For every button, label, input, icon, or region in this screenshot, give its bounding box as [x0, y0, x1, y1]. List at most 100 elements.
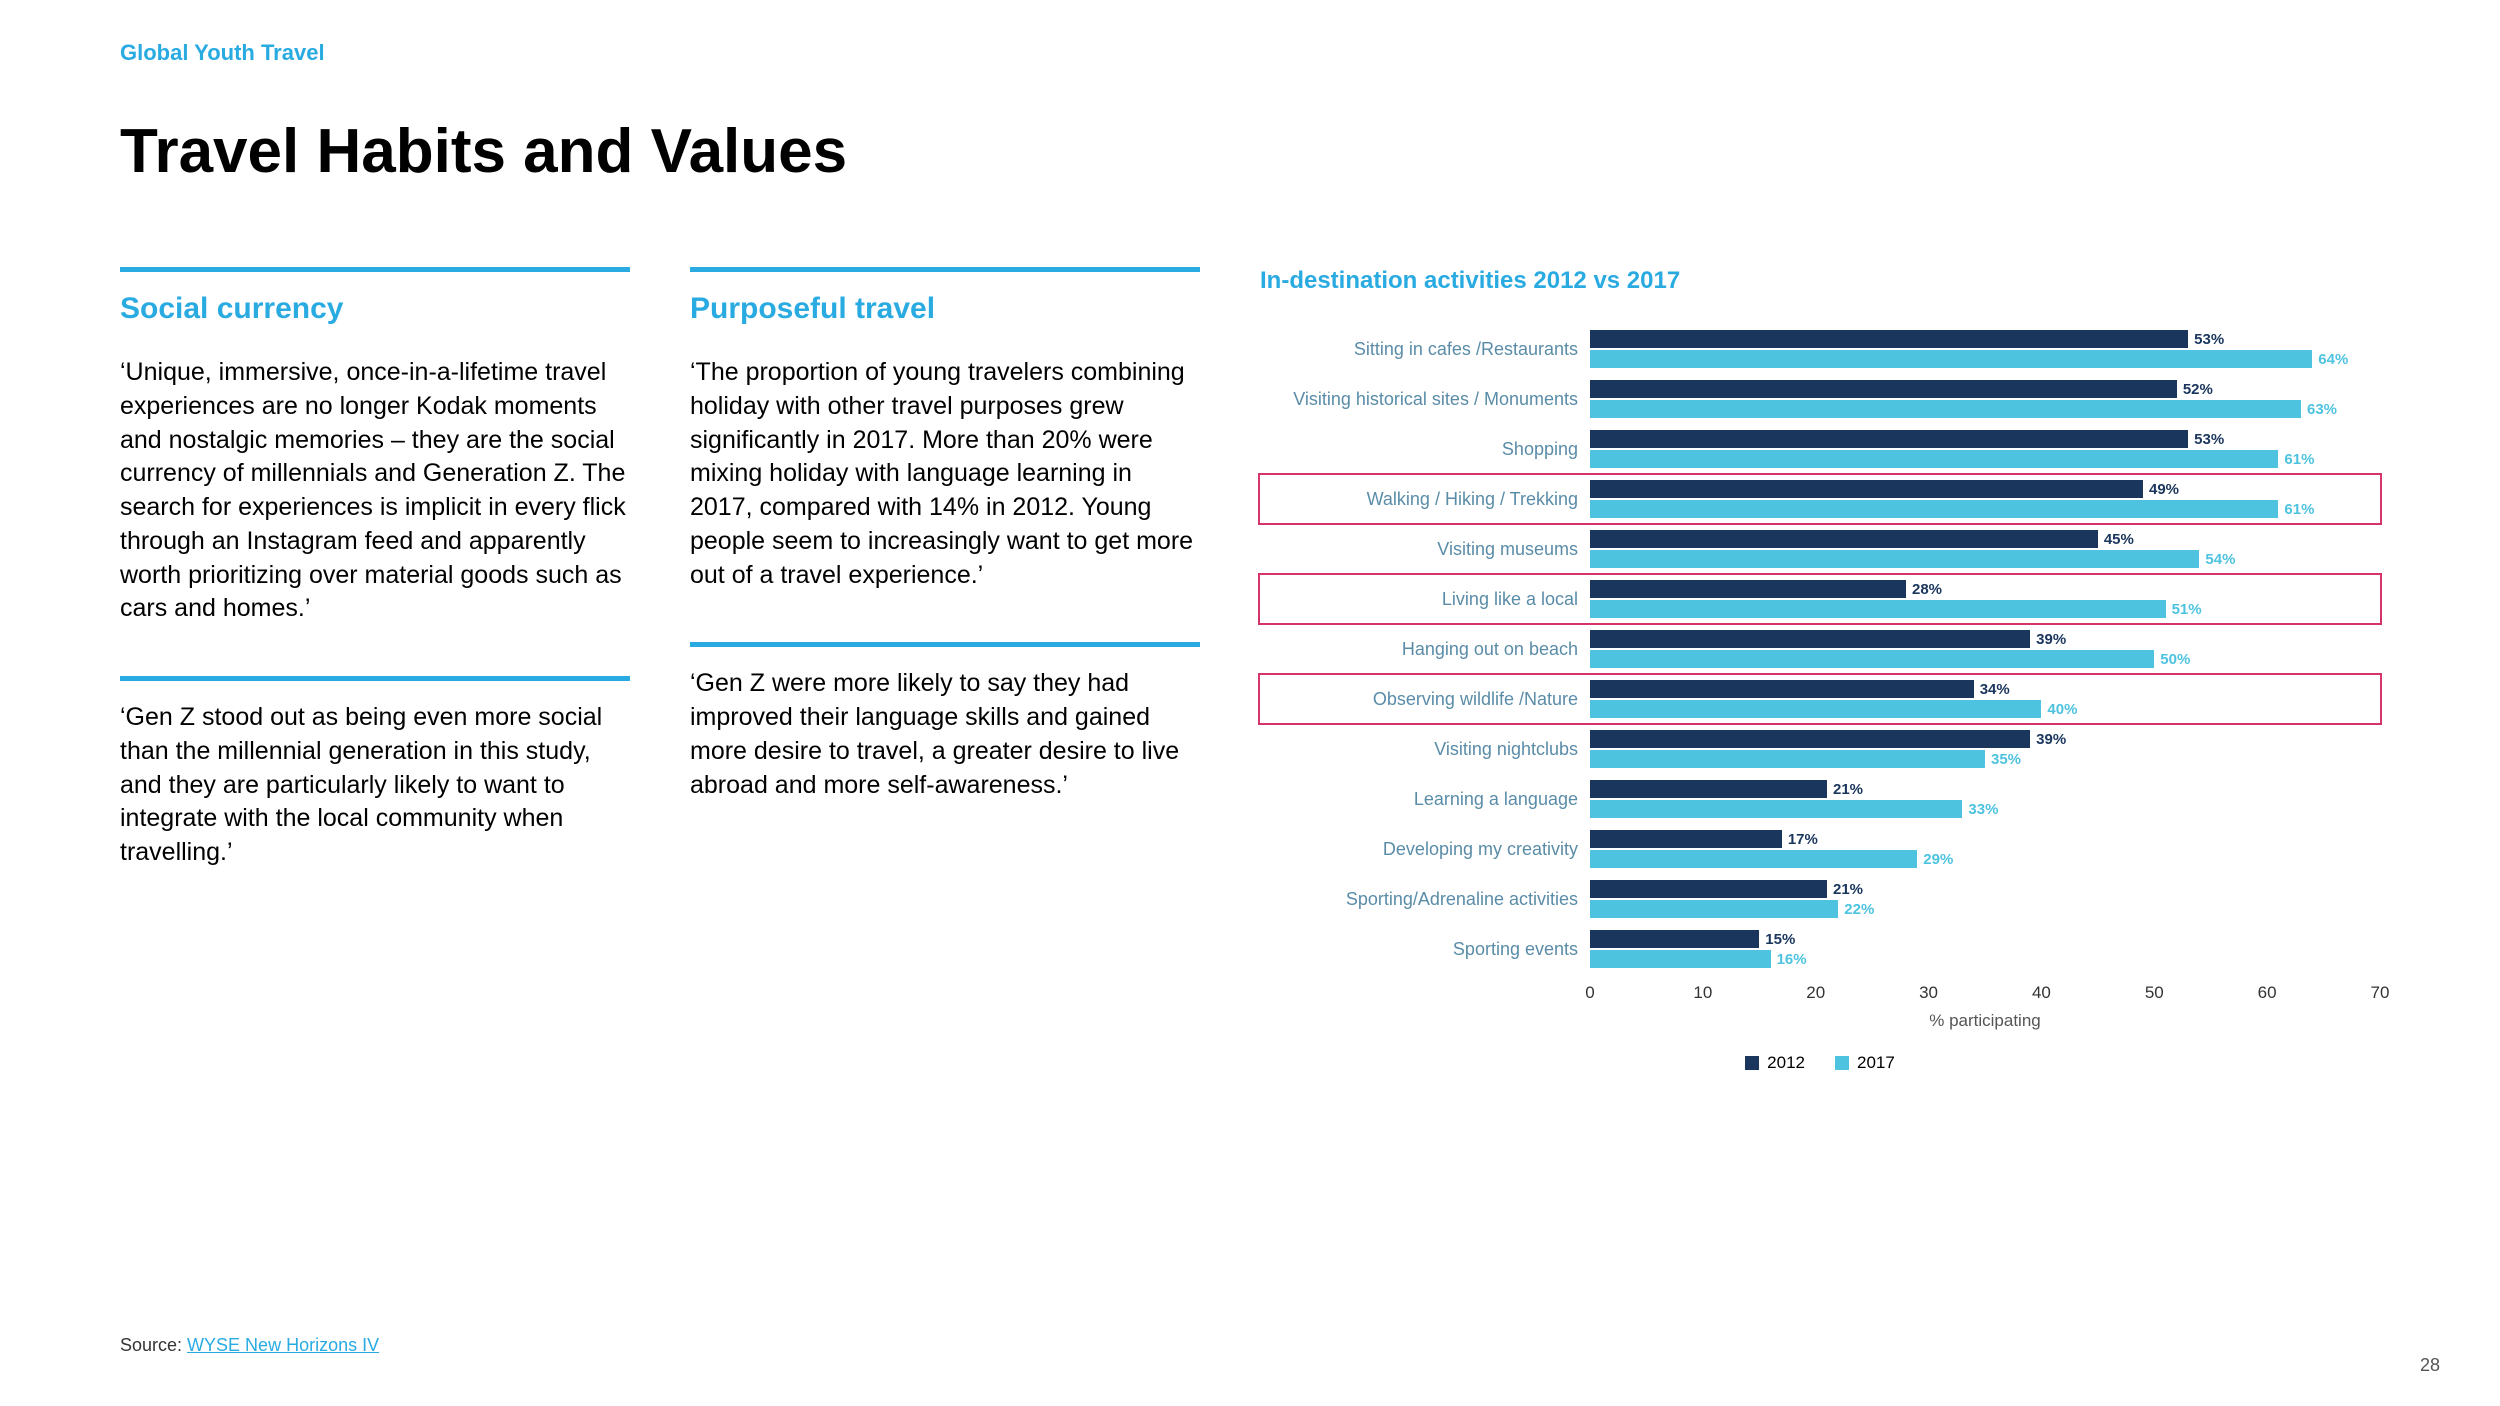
text-columns: Social currency ‘Unique, immersive, once…: [120, 267, 1200, 1073]
axis-tick: 40: [2032, 983, 2051, 1003]
column-purposeful-travel: Purposeful travel ‘The proportion of you…: [690, 267, 1200, 1073]
chart-row: Visiting historical sites / Monuments52%…: [1260, 375, 2380, 423]
bars-area: 15%16%: [1590, 925, 2380, 973]
chart-row: Hanging out on beach39%50%: [1260, 625, 2380, 673]
bar-value-label: 45%: [2104, 531, 2134, 548]
axis-tick: 30: [1919, 983, 1938, 1003]
bar-value-label: 33%: [1968, 801, 1998, 818]
axis-tick: 50: [2145, 983, 2164, 1003]
bar-value-label: 53%: [2194, 331, 2224, 348]
row-label: Walking / Hiking / Trekking: [1260, 489, 1590, 510]
divider: [120, 676, 630, 681]
axis-ticks: 706050403020100 % participating: [1590, 983, 2380, 1023]
bar-value-label: 16%: [1777, 951, 1807, 968]
bar-2012: [1590, 730, 2030, 748]
bar-2012: [1590, 580, 1906, 598]
chart-rows: Sitting in cafes /Restaurants53%64%Visit…: [1260, 325, 2380, 973]
bar-2012: [1590, 430, 2188, 448]
bars-area: 17%29%: [1590, 825, 2380, 873]
section-heading: Social currency: [120, 292, 630, 326]
bar-2017: [1590, 650, 2154, 668]
bars-area: 39% 50%: [1590, 625, 2380, 673]
chart-row: Visiting nightclubs39%35%: [1260, 725, 2380, 773]
bar-value-label: 39%: [2036, 731, 2066, 748]
source-link[interactable]: WYSE New Horizons IV: [187, 1335, 379, 1355]
bar-2017: [1590, 400, 2301, 418]
bar-value-label: 61%: [2284, 451, 2314, 468]
bar-value-label: 28%: [1912, 581, 1942, 598]
body-paragraph: ‘Gen Z were more likely to say they had …: [690, 667, 1200, 802]
bar-value-label: 21%: [1833, 881, 1863, 898]
bar-2012: [1590, 630, 2030, 648]
bar-value-label: 61%: [2284, 501, 2314, 518]
bar-value-label: 22%: [1844, 901, 1874, 918]
bar-value-label: 50%: [2160, 651, 2190, 668]
body-paragraph: ‘Gen Z stood out as being even more soci…: [120, 701, 630, 870]
bars-area: 53% 61%: [1590, 425, 2380, 473]
chart-row: Sitting in cafes /Restaurants53%64%: [1260, 325, 2380, 373]
bars-area: 21%22%: [1590, 875, 2380, 923]
chart-row: Living like a local 28% 51%: [1260, 575, 2380, 623]
body-paragraph: ‘The proportion of young travelers combi…: [690, 356, 1200, 592]
bar-2017: [1590, 850, 1917, 868]
row-label: Sporting/Adrenaline activities: [1260, 889, 1590, 910]
source-citation: Source: WYSE New Horizons IV: [120, 1335, 379, 1356]
chart-row: Walking / Hiking / Trekking49%61%: [1260, 475, 2380, 523]
body-paragraph: ‘Unique, immersive, once-in-a-lifetime t…: [120, 356, 630, 626]
source-prefix: Source:: [120, 1335, 187, 1355]
chart-axis: 706050403020100 % participating: [1260, 983, 2380, 1023]
bar-value-label: 39%: [2036, 631, 2066, 648]
bar-2017: [1590, 450, 2278, 468]
bar-value-label: 15%: [1765, 931, 1795, 948]
bar-2017: [1590, 500, 2278, 518]
bar-2012: [1590, 830, 1782, 848]
bar-value-label: 52%: [2183, 381, 2213, 398]
bar-2012: [1590, 780, 1827, 798]
axis-tick: 60: [2258, 983, 2277, 1003]
row-label: Sitting in cafes /Restaurants: [1260, 339, 1590, 360]
bar-value-label: 21%: [1833, 781, 1863, 798]
legend-swatch: [1835, 1056, 1849, 1070]
bar-2017: [1590, 550, 2199, 568]
chart-row: Developing my creativity17%29%: [1260, 825, 2380, 873]
bar-2017: [1590, 600, 2166, 618]
bar-2012: [1590, 680, 1974, 698]
bars-area: 28% 51%: [1590, 575, 2380, 623]
bars-area: 49%61%: [1590, 475, 2380, 523]
header-label: Global Youth Travel: [120, 40, 2380, 66]
bar-value-label: 51%: [2172, 601, 2202, 618]
bar-2017: [1590, 700, 2041, 718]
legend-swatch: [1745, 1056, 1759, 1070]
bar-value-label: 53%: [2194, 431, 2224, 448]
axis-tick: 0: [1585, 983, 1594, 1003]
bar-value-label: 17%: [1788, 831, 1818, 848]
bars-area: 21% 33%: [1590, 775, 2380, 823]
content-area: Social currency ‘Unique, immersive, once…: [120, 267, 2380, 1073]
axis-tick: 20: [1806, 983, 1825, 1003]
row-label: Visiting museums: [1260, 539, 1590, 560]
bars-area: 34%40%: [1590, 675, 2380, 723]
legend-item-2012: 2012: [1745, 1053, 1805, 1073]
bar-2012: [1590, 930, 1759, 948]
bar-2012: [1590, 380, 2177, 398]
bars-area: 52%63%: [1590, 375, 2380, 423]
activities-chart: In-destination activities 2012 vs 2017 S…: [1260, 267, 2380, 1073]
row-label: Sporting events: [1260, 939, 1590, 960]
bars-area: 39%35%: [1590, 725, 2380, 773]
page-title: Travel Habits and Values: [120, 116, 2380, 187]
row-label: Living like a local: [1260, 589, 1590, 610]
bar-2017: [1590, 750, 1985, 768]
bar-2017: [1590, 950, 1771, 968]
row-label: Developing my creativity: [1260, 839, 1590, 860]
bar-2012: [1590, 880, 1827, 898]
chart-legend: 2012 2017: [1260, 1053, 2380, 1073]
divider: [690, 267, 1200, 272]
bars-area: 53%64%: [1590, 325, 2380, 373]
row-label: Shopping: [1260, 439, 1590, 460]
legend-label: 2012: [1767, 1053, 1805, 1073]
bar-2017: [1590, 800, 1962, 818]
bar-2012: [1590, 480, 2143, 498]
bar-2017: [1590, 900, 1838, 918]
bar-2012: [1590, 530, 2098, 548]
column-social-currency: Social currency ‘Unique, immersive, once…: [120, 267, 630, 1073]
